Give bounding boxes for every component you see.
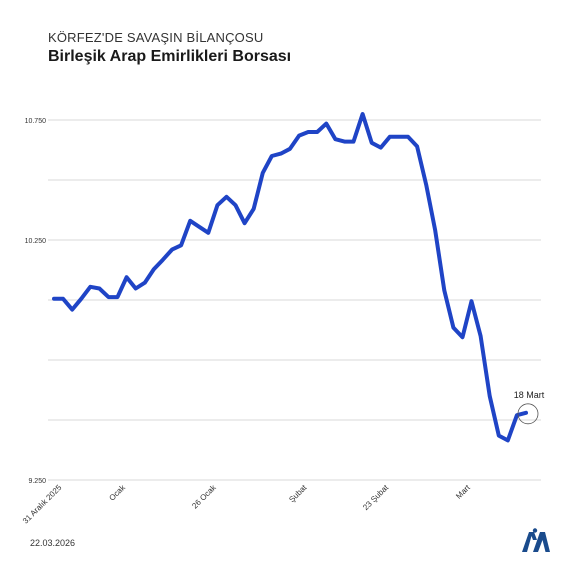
x-tick-label: Ocak bbox=[107, 482, 127, 502]
y-tick-label: 10.250 bbox=[25, 238, 47, 245]
chart-title: Birleşik Arap Emirlikleri Borsası bbox=[48, 48, 292, 65]
y-axis-labels: 10.750 10.250 9.250 bbox=[25, 118, 47, 485]
y-tick-label: 9.250 bbox=[28, 478, 46, 485]
series-line bbox=[52, 112, 528, 443]
annotation-circle bbox=[517, 403, 539, 425]
chart-kicker: KÖRFEZ'DE SAVAŞIN BİLANÇOSU bbox=[48, 30, 264, 45]
aa-logo-icon bbox=[522, 528, 550, 552]
x-tick-label: Mart bbox=[454, 483, 472, 501]
y-tick-label: 10.750 bbox=[25, 118, 47, 125]
footer-date: 22.03.2026 bbox=[30, 538, 76, 548]
x-axis-labels: 31 Aralık 2025 Ocak 26 Ocak Şubat 23 Şubat Ma… bbox=[21, 482, 473, 525]
series-layer bbox=[52, 112, 528, 443]
x-tick-label: 31 Aralık 2025 bbox=[21, 483, 64, 526]
x-tick-label: 26 Ocak bbox=[190, 482, 218, 510]
x-tick-label: Şubat bbox=[287, 483, 309, 505]
annotation-label: 18 Mart bbox=[514, 390, 545, 400]
annotation-layer: 18 Mart bbox=[514, 390, 545, 425]
x-tick-label: 23 Şubat bbox=[361, 483, 391, 513]
grid-layer bbox=[48, 119, 541, 481]
